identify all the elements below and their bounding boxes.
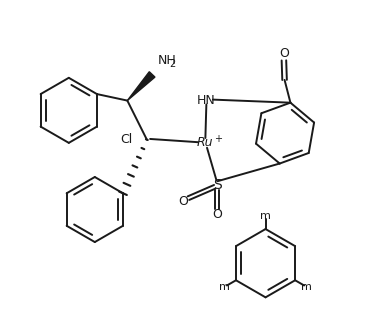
Polygon shape <box>127 72 155 101</box>
Text: O: O <box>279 47 289 60</box>
Text: m: m <box>260 211 271 221</box>
Text: O: O <box>178 195 189 208</box>
Text: m: m <box>301 282 312 292</box>
Text: 2: 2 <box>169 59 175 69</box>
Text: S: S <box>213 178 222 192</box>
Text: HN: HN <box>197 94 216 107</box>
Text: Cl: Cl <box>121 133 133 146</box>
Text: O: O <box>213 208 222 221</box>
Text: +: + <box>215 133 222 144</box>
Text: Ru: Ru <box>197 136 214 149</box>
Text: m: m <box>219 282 230 292</box>
Text: NH: NH <box>158 54 177 67</box>
